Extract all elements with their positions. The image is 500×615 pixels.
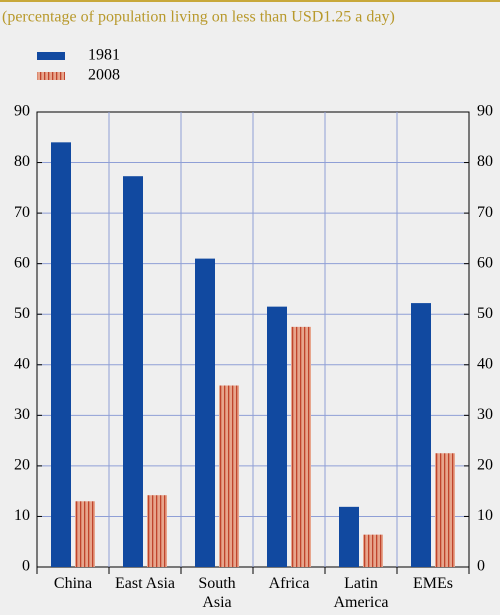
bar: [435, 453, 455, 567]
y2-tick-label: 90: [477, 103, 493, 120]
bar: [219, 385, 239, 567]
x-tick-label: Africa: [268, 575, 310, 592]
legend-label: 2008: [88, 67, 120, 84]
y2-tick-label: 10: [477, 507, 493, 524]
y2-tick-label: 50: [477, 305, 493, 322]
bar: [195, 258, 215, 567]
y-tick-label: 80: [14, 153, 30, 170]
bar: [291, 326, 311, 567]
x-tick-label: China: [53, 575, 93, 592]
x-tick-label: Latin America: [333, 575, 389, 611]
legend-label: 1981: [88, 47, 120, 64]
y2-tick-label: 40: [477, 355, 493, 372]
chart-subtitle: (percentage of population living on less…: [2, 9, 395, 26]
y2-tick-label: 70: [477, 204, 493, 221]
legend-swatch: [37, 52, 65, 60]
y-tick-label: 20: [14, 457, 30, 474]
y-tick-label: 70: [14, 204, 30, 221]
bar: [267, 306, 287, 567]
bar: [363, 534, 383, 567]
y-tick-label: 90: [14, 103, 30, 120]
y2-tick-label: 0: [477, 558, 485, 575]
bar: [411, 303, 431, 567]
x-tick-label: South Asia: [198, 575, 236, 611]
y2-tick-label: 80: [477, 153, 493, 170]
y2-tick-label: 20: [477, 457, 493, 474]
y2-tick-label: 60: [477, 254, 493, 271]
y-tick-label: 10: [14, 507, 30, 524]
legend-swatch: [37, 72, 65, 80]
bar: [123, 176, 143, 567]
y2-tick-label: 30: [477, 406, 493, 423]
y-tick-label: 60: [14, 254, 30, 271]
bar: [339, 506, 359, 567]
y-tick-label: 30: [14, 406, 30, 423]
y-tick-label: 40: [14, 355, 30, 372]
y-tick-label: 0: [22, 558, 30, 575]
bar: [75, 501, 95, 567]
y-tick-label: 50: [14, 305, 30, 322]
x-tick-label: EMEs: [413, 575, 453, 592]
bar: [51, 142, 71, 568]
bar: [147, 495, 167, 567]
x-tick-label: East Asia: [115, 575, 175, 592]
